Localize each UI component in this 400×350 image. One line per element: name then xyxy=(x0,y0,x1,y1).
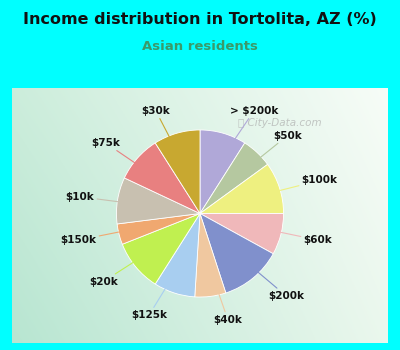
Text: $60k: $60k xyxy=(240,224,332,245)
Text: Income distribution in Tortolita, AZ (%): Income distribution in Tortolita, AZ (%) xyxy=(23,12,377,27)
Wedge shape xyxy=(200,214,284,254)
Wedge shape xyxy=(200,130,245,214)
Wedge shape xyxy=(117,214,200,244)
Wedge shape xyxy=(200,214,273,293)
Text: $10k: $10k xyxy=(66,192,159,207)
Wedge shape xyxy=(155,214,200,297)
Text: ⓘ City-Data.com: ⓘ City-Data.com xyxy=(238,118,321,128)
Text: $30k: $30k xyxy=(142,106,188,173)
Wedge shape xyxy=(195,214,226,297)
Text: $150k: $150k xyxy=(60,224,160,245)
Wedge shape xyxy=(200,143,268,214)
Wedge shape xyxy=(122,214,200,284)
Text: $40k: $40k xyxy=(205,255,242,324)
Wedge shape xyxy=(200,164,284,214)
Text: $20k: $20k xyxy=(89,240,168,287)
Text: Asian residents: Asian residents xyxy=(142,40,258,53)
Text: > $200k: > $200k xyxy=(212,106,278,173)
Wedge shape xyxy=(116,178,200,224)
Wedge shape xyxy=(124,143,200,214)
Text: $75k: $75k xyxy=(91,138,169,186)
Text: $200k: $200k xyxy=(227,246,304,301)
Text: $100k: $100k xyxy=(240,175,338,201)
Text: $125k: $125k xyxy=(131,253,187,320)
Wedge shape xyxy=(155,130,200,214)
Text: $50k: $50k xyxy=(228,131,302,183)
